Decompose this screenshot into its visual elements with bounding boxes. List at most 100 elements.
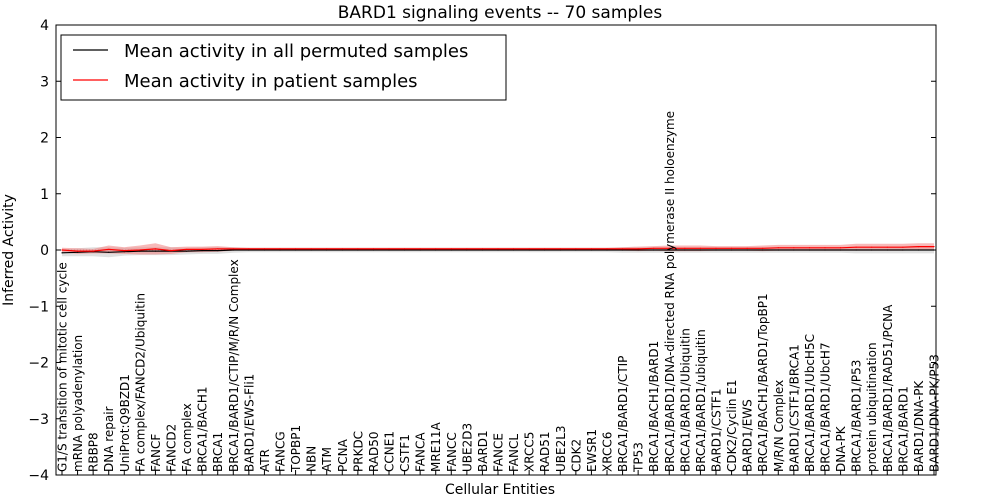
x-tick-label: XRCC6 xyxy=(601,432,615,472)
x-tick-label: CDK2 xyxy=(569,439,583,472)
x-tick-label: BRCA1/BARD1/UbcH7 xyxy=(819,342,833,472)
data-point-patient xyxy=(902,246,904,248)
y-tick-label: 0 xyxy=(40,243,49,259)
data-point-permuted xyxy=(777,249,779,251)
data-point-permuted xyxy=(403,249,406,251)
y-tick-label: 3 xyxy=(40,74,49,90)
data-point-permuted xyxy=(341,249,343,251)
data-point-permuted xyxy=(855,249,857,251)
data-point-patient xyxy=(170,249,172,252)
data-point-permuted xyxy=(917,249,920,251)
y-tick-label: −3 xyxy=(28,412,49,428)
x-tick-label: FA complex xyxy=(180,403,194,472)
y-tick-label: 4 xyxy=(40,18,49,34)
data-point-permuted xyxy=(76,251,79,253)
data-point-permuted xyxy=(435,249,437,251)
data-point-patient xyxy=(450,248,452,250)
data-point-permuted xyxy=(762,249,764,251)
data-point-permuted xyxy=(746,249,748,251)
x-tick-label: UBE2L3 xyxy=(554,425,568,472)
x-tick-label: EWSR1 xyxy=(585,429,599,472)
data-point-permuted xyxy=(154,250,157,252)
y-tick-label: −2 xyxy=(28,356,49,372)
data-point-patient xyxy=(419,248,421,250)
data-point-patient xyxy=(621,248,624,250)
data-point-permuted xyxy=(590,249,593,251)
data-point-permuted xyxy=(217,249,219,252)
chart-title: BARD1 signaling events -- 70 samples xyxy=(338,3,663,23)
data-point-patient xyxy=(730,247,733,249)
x-tick-label: BRCA1/BARD1/DNA-directed RNA polymerase … xyxy=(663,111,677,472)
x-tick-label: XRCC5 xyxy=(523,432,537,472)
x-tick-label: BRCA1/BARD1/ubiquitin xyxy=(694,329,708,472)
x-tick-label: BRCA1/BACH1/BARD1 xyxy=(647,341,661,472)
data-point-patient xyxy=(154,248,157,250)
data-point-permuted xyxy=(497,249,499,251)
x-tick-label: TP53 xyxy=(632,442,646,473)
x-tick-label: PCNA xyxy=(336,438,350,472)
x-tick-label: protein ubiquitination xyxy=(865,342,879,472)
data-point-patient xyxy=(403,248,406,250)
data-point-patient xyxy=(435,248,437,250)
data-point-permuted xyxy=(575,249,577,251)
x-tick-label: BRCA1/BACH1/BARD1/TopBP1 xyxy=(756,293,770,472)
x-tick-label: BRCA1/BARD1/P53 xyxy=(850,360,864,472)
x-tick-label: mRNA polyadenylation xyxy=(71,335,85,472)
data-point-patient xyxy=(653,247,655,249)
data-point-patient xyxy=(139,249,141,251)
data-point-patient xyxy=(871,246,873,248)
data-point-patient xyxy=(481,248,484,250)
data-point-permuted xyxy=(139,250,141,252)
x-tick-label: BRCA1/BARD1 xyxy=(896,386,910,472)
data-point-permuted xyxy=(61,252,63,254)
data-point-patient xyxy=(76,250,79,252)
x-tick-label: RBBP8 xyxy=(87,432,101,472)
data-point-patient xyxy=(808,247,811,249)
data-point-patient xyxy=(108,248,110,251)
data-point-permuted xyxy=(388,249,390,251)
data-point-permuted xyxy=(544,249,546,251)
data-point-permuted xyxy=(294,249,297,251)
legend-label-patient: Mean activity in patient samples xyxy=(124,71,418,92)
data-point-patient xyxy=(559,248,561,250)
x-tick-label: BARD1/CSTF1 xyxy=(710,388,724,472)
data-point-patient xyxy=(668,247,670,249)
x-tick-label: BRCA1/BACH1 xyxy=(196,386,210,472)
data-point-permuted xyxy=(871,249,873,251)
x-tick-label: BARD1/EWS xyxy=(741,399,755,472)
data-point-permuted xyxy=(653,249,655,251)
y-tick-label: −1 xyxy=(28,299,49,315)
data-point-permuted xyxy=(715,249,717,251)
x-tick-label: BARD1/DNA-PK xyxy=(912,380,926,472)
data-point-patient xyxy=(746,247,748,249)
data-point-permuted xyxy=(310,249,312,251)
data-point-permuted xyxy=(201,249,203,252)
y-tick-label: 1 xyxy=(40,187,49,203)
x-axis: G1/S transition of mitotic cell cycle mRN… xyxy=(56,111,942,475)
data-point-patient xyxy=(528,248,530,250)
data-point-patient xyxy=(715,247,717,249)
x-tick-label: FANCA xyxy=(414,432,428,472)
y-tick-label: 2 xyxy=(40,131,49,147)
data-point-patient xyxy=(466,248,468,250)
data-point-permuted xyxy=(824,249,826,251)
y-axis: −4 −3 −2 −1 0 1 2 3 4 xyxy=(28,18,936,484)
data-point-patient xyxy=(793,247,795,249)
data-point-permuted xyxy=(279,249,281,251)
data-point-patient xyxy=(123,249,125,252)
data-point-permuted xyxy=(450,249,452,251)
x-tick-label: FANCE xyxy=(492,433,506,472)
y-axis-label: Inferred Activity xyxy=(1,194,17,306)
data-point-patient xyxy=(762,247,764,249)
data-point-patient xyxy=(294,248,297,250)
data-point-patient xyxy=(357,248,359,250)
x-tick-label: BARD1/CSTF1/BRCA1 xyxy=(787,344,801,472)
data-point-patient xyxy=(185,248,188,251)
data-point-patient xyxy=(388,248,390,250)
x-tick-label: RAD51 xyxy=(538,431,552,472)
data-point-patient xyxy=(824,247,826,249)
x-tick-label: FANCD2 xyxy=(165,424,179,472)
x-tick-label: BRCA1 xyxy=(211,432,225,472)
data-point-permuted xyxy=(108,251,110,253)
